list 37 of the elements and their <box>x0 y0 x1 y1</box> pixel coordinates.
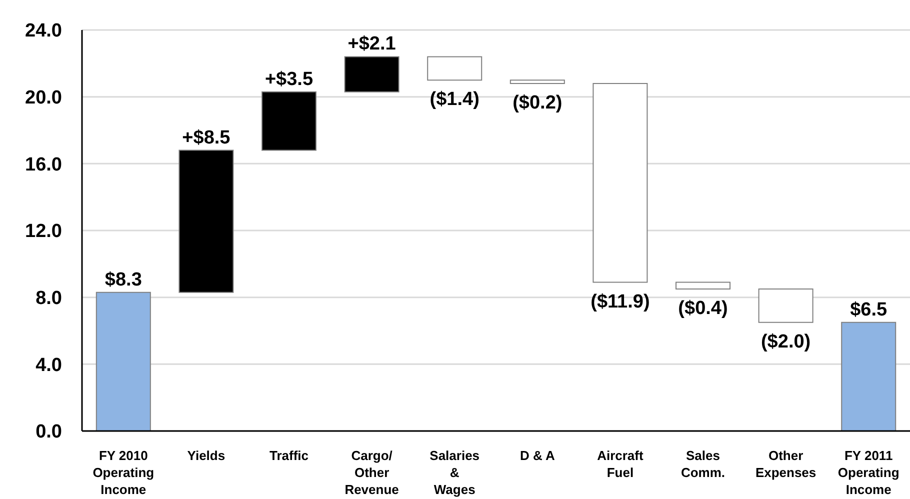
y-tick-label: 20.0 <box>25 88 62 109</box>
data-label: ($0.4) <box>678 298 728 319</box>
x-tick-label: D & A <box>520 448 556 463</box>
data-label: $8.3 <box>104 269 142 290</box>
bar <box>262 91 317 151</box>
data-label: ($2.0) <box>760 331 811 352</box>
x-tick-label: FY 2010 Operating Income <box>92 448 154 497</box>
y-tick-label: 8.0 <box>36 288 62 310</box>
data-label: +$2.1 <box>348 34 396 55</box>
data-label: +$8.5 <box>182 127 231 148</box>
x-tick-label: Cargo/ Other Revenue <box>344 448 399 497</box>
data-label: ($1.4) <box>430 89 480 110</box>
bar <box>344 56 400 92</box>
bar <box>178 150 234 293</box>
x-tick-label: FY 2011 Operating Income <box>838 448 900 497</box>
y-tick-label: 16.0 <box>25 154 62 176</box>
x-tick-label: Sales Comm. <box>680 448 726 480</box>
data-label: +$3.5 <box>264 68 314 90</box>
x-tick-label: Yields <box>187 448 226 463</box>
data-label: $6.5 <box>850 299 888 320</box>
y-tick-label: 12.0 <box>25 221 62 242</box>
y-tick-label: 0.0 <box>36 422 62 443</box>
y-tick-label: 4.0 <box>36 354 62 376</box>
y-tick-label: 24.0 <box>25 20 62 42</box>
bar <box>427 56 482 81</box>
x-tick-label: Other Expenses <box>755 448 816 480</box>
bar <box>592 82 648 283</box>
bar <box>758 288 814 323</box>
x-tick-label: Salaries & Wages <box>430 448 480 497</box>
bar <box>841 322 896 431</box>
x-tick-label: Aircraft Fuel <box>597 448 644 480</box>
bar <box>96 292 151 431</box>
bar <box>510 80 565 84</box>
data-label: ($11.9) <box>590 291 650 312</box>
x-tick-label: Traffic <box>269 448 309 463</box>
data-label: ($0.2) <box>512 92 562 114</box>
bar <box>676 282 731 290</box>
